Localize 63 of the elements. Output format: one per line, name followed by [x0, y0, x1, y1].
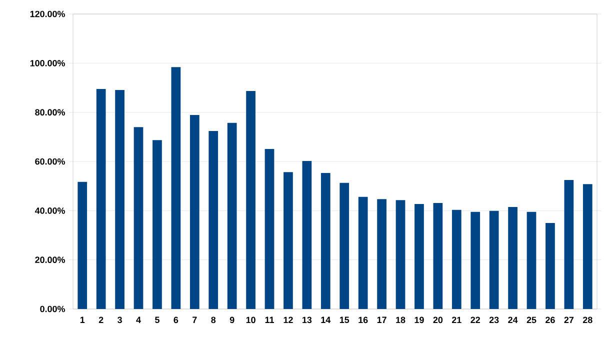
x-tick-label: 1 [80, 316, 85, 323]
bar [78, 182, 88, 309]
x-tick-label: 8 [211, 316, 216, 324]
y-tick-label: 20.00% [35, 256, 65, 264]
bar [227, 122, 237, 309]
x-tick-label: 10 [246, 316, 256, 324]
y-tick-label: 40.00% [34, 207, 65, 214]
bar [452, 210, 462, 309]
bar [508, 206, 518, 309]
x-tick-label: 28 [582, 316, 592, 324]
bar [284, 172, 293, 309]
bar [320, 173, 330, 309]
bar [190, 115, 200, 309]
bar [96, 88, 106, 309]
x-tick-label: 6 [174, 316, 178, 324]
y-tick-label: 80.00% [35, 109, 65, 116]
x-tick-label: 21 [452, 316, 462, 324]
bar [489, 210, 499, 309]
x-tick-label: 3 [118, 316, 122, 324]
x-tick-label: 7 [192, 316, 197, 323]
bar [546, 222, 555, 309]
x-tick-label: 26 [546, 316, 555, 324]
x-tick-label: 22 [470, 316, 480, 324]
x-tick-label: 14 [321, 316, 331, 323]
x-tick-label: 5 [155, 316, 160, 324]
x-tick-label: 2 [98, 316, 104, 324]
x-tick-label: 23 [489, 316, 499, 324]
x-tick-label: 11 [265, 316, 274, 323]
x-tick-label: 4 [136, 316, 141, 323]
bar [582, 184, 592, 309]
bar [208, 131, 218, 309]
x-tick-label: 24 [508, 316, 518, 324]
bar [377, 199, 386, 309]
y-tick-label: 60.00% [35, 158, 65, 165]
bar [171, 67, 181, 309]
bar [115, 90, 124, 309]
y-tick-label: 120.00% [30, 10, 65, 18]
bar [526, 212, 536, 309]
bar [396, 200, 406, 309]
bar [246, 90, 256, 309]
x-tick-label: 20 [433, 316, 443, 324]
x-tick-label: 18 [396, 316, 406, 324]
bar [134, 127, 144, 309]
bar [264, 148, 274, 309]
x-tick-label: 27 [564, 316, 574, 324]
bar [152, 140, 162, 309]
x-tick-label: 9 [230, 316, 234, 324]
x-tick-label: 12 [284, 316, 293, 324]
x-tick-label: 17 [377, 316, 386, 323]
bar [340, 182, 350, 309]
bar [414, 204, 424, 309]
x-tick-label: 15 [340, 316, 350, 324]
bar [564, 180, 574, 309]
bar [302, 161, 312, 309]
x-tick-label: 13 [302, 316, 312, 324]
x-tick-label: 19 [414, 316, 424, 324]
bar [470, 212, 480, 309]
bar [433, 203, 443, 309]
bar [358, 196, 368, 309]
y-tick-label: 0.00% [40, 306, 65, 312]
x-tick-label: 16 [358, 316, 368, 324]
x-tick-label: 25 [526, 316, 536, 324]
y-tick-label: 100.00% [30, 60, 65, 66]
